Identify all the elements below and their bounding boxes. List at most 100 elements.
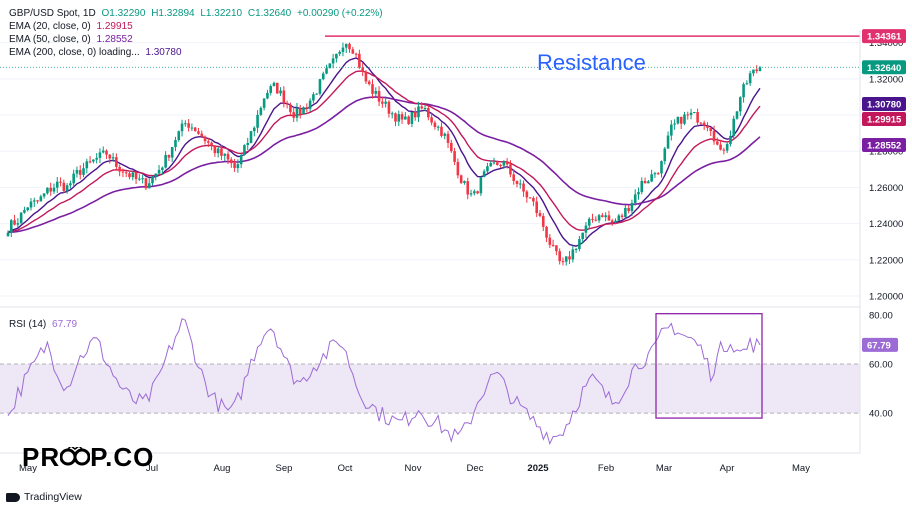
candle-body [440,126,443,136]
rsi-value-tag: 67.79 [867,340,891,351]
tradingview-brand[interactable]: TradingView [6,491,82,503]
candle-body [9,220,13,233]
candle-body [72,173,75,184]
candle-body [298,108,302,115]
candle-body [535,201,538,214]
candle-body [69,183,72,186]
time-tick-label: Mar [656,463,672,474]
candle-body [509,164,512,175]
price-tick-label: 1.20000 [869,291,903,302]
candle-body [614,220,617,223]
candle-body [601,215,604,218]
candle-body [653,173,657,175]
candle-body [679,116,683,124]
time-tick-label: Aug [214,463,231,474]
candle-body [236,164,240,169]
candle-body [433,122,437,127]
candle-body [275,82,279,94]
ema20-value: 1.29915 [96,21,133,32]
ema-price-tag-2-bg [862,138,906,152]
candle-body [643,180,647,184]
change-value: +0.00290 (+0.22%) [297,8,383,19]
candle-body [486,166,489,172]
candle-body [239,155,243,165]
candle-body [381,101,384,104]
candle-body [532,198,535,202]
ema200-legend[interactable]: EMA (200, close, 0) loading... 1.30780 [9,46,182,59]
candle-body [709,127,713,132]
candle-body [361,67,364,72]
rsi-highlight-box [655,313,763,419]
candle-body [246,142,250,146]
candle-body [427,107,430,118]
candle-body [518,183,522,185]
candle-body [282,90,286,104]
candle-body [154,173,158,177]
rsi-tick-label: 60.00 [869,360,893,371]
candle-body [134,172,138,180]
candle-body [157,169,161,174]
candle-body [184,123,187,125]
candle-body [630,203,634,212]
ema200-value: 1.30780 [145,47,182,58]
ema-price-tag-0-bg [862,97,906,111]
candle-body [476,191,479,194]
candle-body [689,112,693,116]
time-tick-label: Apr [720,463,735,474]
ema-price-tag-2: 1.28552 [867,141,901,152]
ema50-value: 1.28552 [96,34,133,45]
candle-body [702,122,706,126]
candle-body [249,131,253,143]
ema-price-tag-1-bg [862,112,906,126]
resistance-price-tag-bg [862,29,906,44]
rsi-label: RSI (14) [9,319,47,330]
candle-body [584,225,588,233]
candle-body [321,73,325,80]
time-tick-label: 2025 [527,463,549,474]
candle-body [450,142,453,152]
candle-body [151,176,154,184]
time-tick-label: Sep [276,463,293,474]
candle-body [541,216,545,227]
candle-body [128,173,131,178]
candle-body [371,84,374,94]
candle-body [640,180,644,193]
candle-body [213,145,217,154]
price-tick-label: 1.22000 [869,255,903,266]
time-tick-label: Nov [405,463,422,474]
candle-body [561,261,565,263]
rsi-line [7,317,761,446]
candle-body [325,68,328,74]
ema20-legend[interactable]: EMA (20, close, 0) 1.29915 [9,20,133,33]
ema50-legend[interactable]: EMA (50, close, 0) 1.28552 [9,33,133,46]
candle-body [164,155,167,168]
ema200-line [7,57,761,247]
candle-body [19,212,23,224]
candle-body [180,123,184,132]
candle-body [716,141,719,145]
candle-body [338,51,341,54]
candle-body [374,91,378,94]
candle-body [555,245,558,252]
price-tick-label: 1.24000 [869,219,903,230]
candle-body [673,123,676,125]
candle-body [591,218,594,220]
resistance-price-tag: 1.34361 [867,32,902,43]
candle-body [732,118,736,136]
candle-body [23,210,26,213]
candle-body [82,168,85,175]
candle-body [351,49,355,54]
candle-body [78,170,82,175]
candle-body [200,133,204,137]
candle-body [670,124,673,136]
candle-body [637,192,640,195]
candle-body [515,181,519,184]
candle-body [397,114,401,122]
rsi-band [0,364,860,414]
candle-body [693,112,696,114]
candle-body [387,101,391,114]
rsi-tick-label: 40.00 [869,409,893,420]
rsi-legend[interactable]: RSI (14) 67.79 [9,318,77,331]
candle-body [226,153,230,160]
